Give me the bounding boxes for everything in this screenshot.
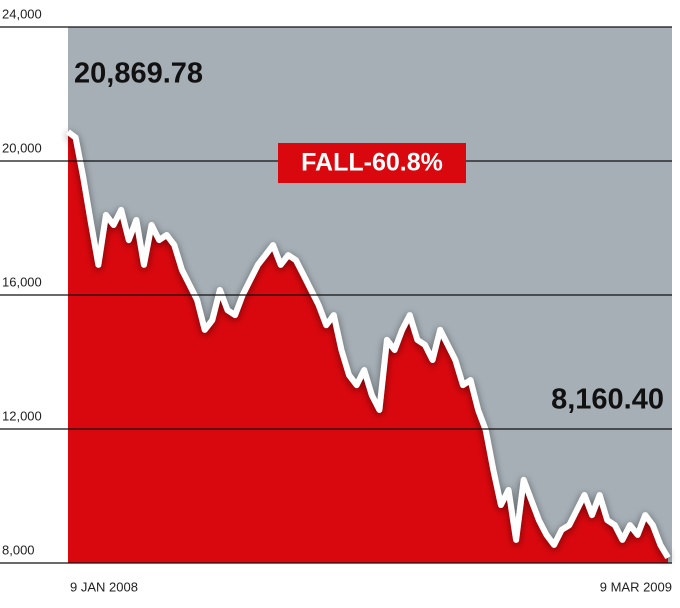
area [68, 131, 668, 564]
y-tick-label: 8,000 [2, 542, 35, 557]
annotation: 20,869.78 [74, 58, 203, 90]
y-tick-label: 20,000 [2, 140, 42, 155]
annotation: FALL-60.8% [301, 149, 443, 177]
line [66, 129, 671, 560]
annotation-box [278, 143, 466, 183]
x-tick-label: 9 JAN 2008 [70, 579, 138, 594]
y-tick-label: 24,000 [2, 6, 42, 21]
annotation: 8,160.40 [551, 384, 664, 416]
x-tick-label: 9 MAR 2009 [600, 579, 672, 594]
y-tick-label: 16,000 [2, 274, 42, 289]
y-tick-label: 12,000 [2, 408, 42, 423]
